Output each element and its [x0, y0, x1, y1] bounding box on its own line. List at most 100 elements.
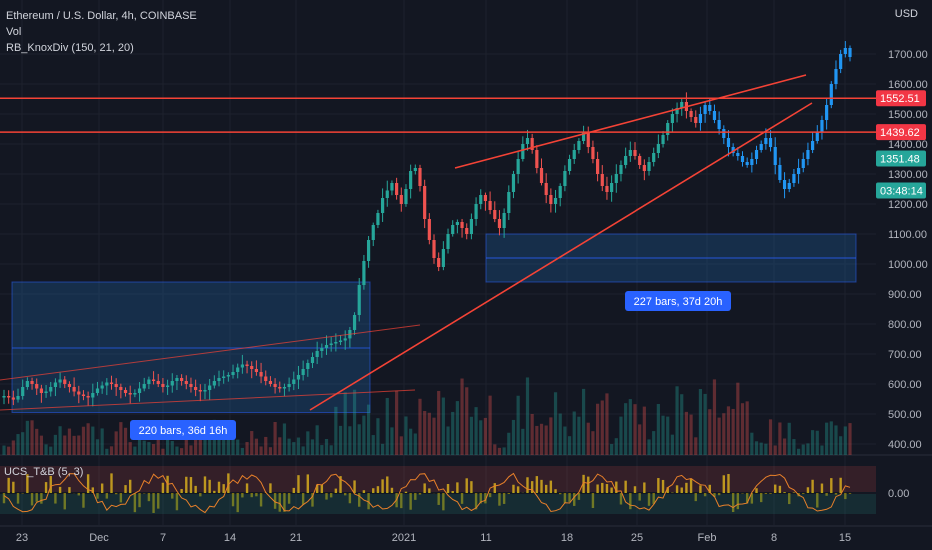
volume-bar — [778, 422, 782, 455]
oscillator-bar — [16, 493, 20, 504]
price-axis[interactable]: 1700.00 1600.00 1500.00 1400.00 1300.00 1200.… — [888, 49, 928, 451]
volume-bar — [268, 447, 273, 455]
time-axis[interactable]: 23 Dec 7 14 21 2021 11 18 25 Feb 8 15 — [16, 532, 851, 544]
volume-bar — [371, 435, 375, 455]
oscillator-bar — [231, 493, 235, 507]
oscillator-bar — [755, 488, 758, 493]
candle-body — [352, 315, 357, 330]
candle-body — [292, 379, 296, 384]
candle-body — [666, 123, 670, 135]
volume-bar — [656, 404, 660, 455]
oscillator-bar — [512, 484, 515, 493]
oscillator-bar — [245, 483, 249, 493]
candle-body — [848, 48, 852, 57]
candle-body — [245, 364, 249, 366]
candle-body — [427, 219, 431, 240]
candle-body — [170, 381, 174, 386]
volume-indicator-label[interactable]: Vol — [6, 26, 22, 38]
oscillator-label[interactable]: UCS_T&B (5, 3) — [4, 466, 84, 478]
candle-body — [109, 382, 114, 384]
volume-bar — [586, 422, 590, 455]
volume-bar — [151, 444, 156, 455]
volume-bar — [712, 379, 717, 455]
volume-bar — [77, 435, 81, 455]
candle-body — [357, 285, 361, 315]
oscillator-bar — [806, 487, 810, 493]
volume-bar — [390, 427, 394, 455]
oscillator-bar — [128, 479, 132, 493]
volume-bar — [142, 440, 146, 455]
candle-body — [633, 150, 637, 156]
volume-bar — [282, 423, 287, 455]
candle-body — [811, 141, 815, 150]
volume-bar — [245, 442, 249, 455]
volume-bar — [250, 431, 254, 455]
volume-bar — [404, 416, 408, 455]
candle-body — [507, 192, 511, 213]
oscillator-bar — [488, 493, 492, 498]
volume-bar — [278, 437, 282, 455]
candle-body — [11, 397, 15, 400]
volume-bar — [366, 404, 371, 455]
volume-bar — [572, 411, 576, 455]
symbol-title[interactable]: Ethereum / U.S. Dollar, 4h, COINBASE — [6, 10, 197, 22]
candle-body — [558, 186, 562, 198]
volume-bar — [30, 420, 34, 455]
price-tick-label: 1100.00 — [888, 229, 927, 241]
oscillator-bar — [418, 493, 422, 495]
candle-body — [656, 144, 660, 153]
oscillator-bar — [460, 493, 464, 504]
candle-body — [586, 132, 590, 147]
candle-body — [647, 162, 651, 171]
volume-bar — [759, 442, 763, 455]
oscillator-bar — [722, 475, 726, 493]
volume-bar — [16, 434, 20, 455]
candle-body — [530, 138, 534, 150]
oscillator-bar — [362, 490, 366, 493]
volume-bar — [423, 410, 427, 455]
volume-bar — [614, 438, 618, 455]
knoxdiv-indicator-label[interactable]: RB_KnoxDiv (150, 21, 20) — [6, 42, 134, 54]
oscillator-bar — [269, 483, 272, 493]
oscillator-bar — [35, 493, 38, 502]
oscillator-bar — [825, 493, 828, 496]
oscillator-bar — [596, 484, 599, 493]
candle-body — [259, 372, 263, 377]
currency-label[interactable]: USD — [894, 8, 918, 20]
oscillator-bar — [493, 483, 496, 493]
oscillator-bar — [498, 493, 501, 506]
candle-body — [142, 384, 146, 389]
oscillator-bar — [811, 479, 814, 493]
oscillator-bar — [778, 485, 782, 493]
time-tick-label: Dec — [89, 532, 109, 544]
candle-body — [652, 153, 656, 162]
time-tick-label: 21 — [290, 532, 302, 544]
candle-body — [698, 114, 703, 123]
oscillator-bar — [241, 493, 244, 498]
oscillator-bar — [689, 478, 693, 493]
volume-bar — [292, 442, 296, 455]
oscillator-bar — [91, 487, 95, 493]
volume-bar — [329, 445, 333, 455]
oscillator-signal-line — [3, 472, 851, 514]
volume-bar — [549, 417, 553, 455]
volume-bar — [792, 439, 796, 455]
oscillator-bar — [110, 473, 113, 493]
grid-lines — [0, 0, 932, 527]
candle-body — [366, 240, 371, 261]
oscillator-bar — [54, 493, 57, 504]
candle-body — [451, 225, 455, 234]
candle-body — [525, 138, 530, 144]
candle-body — [418, 168, 422, 186]
candle-body — [203, 390, 207, 392]
lower-channel-line — [0, 389, 416, 411]
volume-bar — [567, 436, 572, 455]
volume-bar — [240, 447, 244, 455]
trendlines[interactable] — [0, 74, 876, 411]
lower-wedge-line — [309, 102, 813, 411]
candle-body — [226, 375, 230, 377]
candle-body — [839, 54, 843, 69]
measurement-labels: 220 bars, 36d 16h 227 bars, 37d 20h — [130, 291, 731, 440]
candle-body — [151, 379, 156, 381]
